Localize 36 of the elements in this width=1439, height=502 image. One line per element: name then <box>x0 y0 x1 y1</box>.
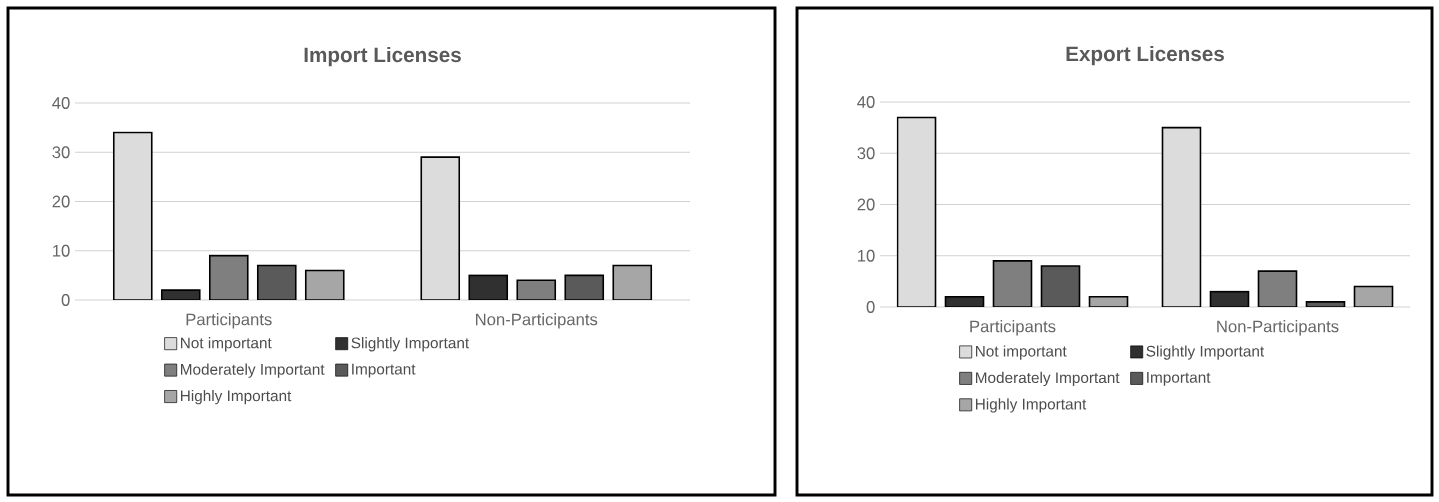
bar <box>612 264 653 300</box>
x-tick-label: Non-Participants <box>476 313 598 329</box>
y-tick-label: 40 <box>52 97 70 109</box>
chart-title: Export Licenses <box>1066 46 1224 66</box>
legend-label: Highly Important <box>181 390 292 405</box>
y-tick-label: 0 <box>866 301 875 313</box>
legend-label: Not important <box>975 345 1067 360</box>
legend-label: Moderately Important <box>975 371 1120 387</box>
bar <box>992 260 1033 307</box>
bar <box>256 264 297 300</box>
legend-label: Important <box>1147 372 1211 386</box>
x-tick-label: Participants <box>970 320 1056 336</box>
bar <box>1040 265 1081 307</box>
y-tick-label: 20 <box>52 195 70 208</box>
legend-label: Important <box>352 363 416 378</box>
bar <box>1353 285 1394 307</box>
legend-label: Slightly Important <box>1146 345 1265 360</box>
y-tick-label: 20 <box>857 198 875 211</box>
y-tick-label: 30 <box>52 146 70 159</box>
legend-label: Slightly Important <box>351 337 470 352</box>
bar <box>208 254 249 300</box>
bar <box>468 274 509 300</box>
legend-label: Not important <box>181 337 272 352</box>
y-tick-label: 40 <box>857 96 875 108</box>
legend-label: Highly Important <box>975 398 1087 413</box>
bar <box>304 269 345 300</box>
y-tick-label: 10 <box>53 244 70 257</box>
x-tick-label: Non-Participants <box>1217 320 1339 336</box>
chart-title: Import Licenses <box>304 47 461 67</box>
bar <box>1257 270 1298 307</box>
y-tick-label: 30 <box>857 147 875 160</box>
x-tick-label: Participants <box>186 313 272 329</box>
legend-label: Moderately Important <box>181 363 325 378</box>
bar <box>160 289 201 300</box>
y-tick-label: 10 <box>858 249 875 262</box>
y-tick-label: 0 <box>61 294 70 306</box>
